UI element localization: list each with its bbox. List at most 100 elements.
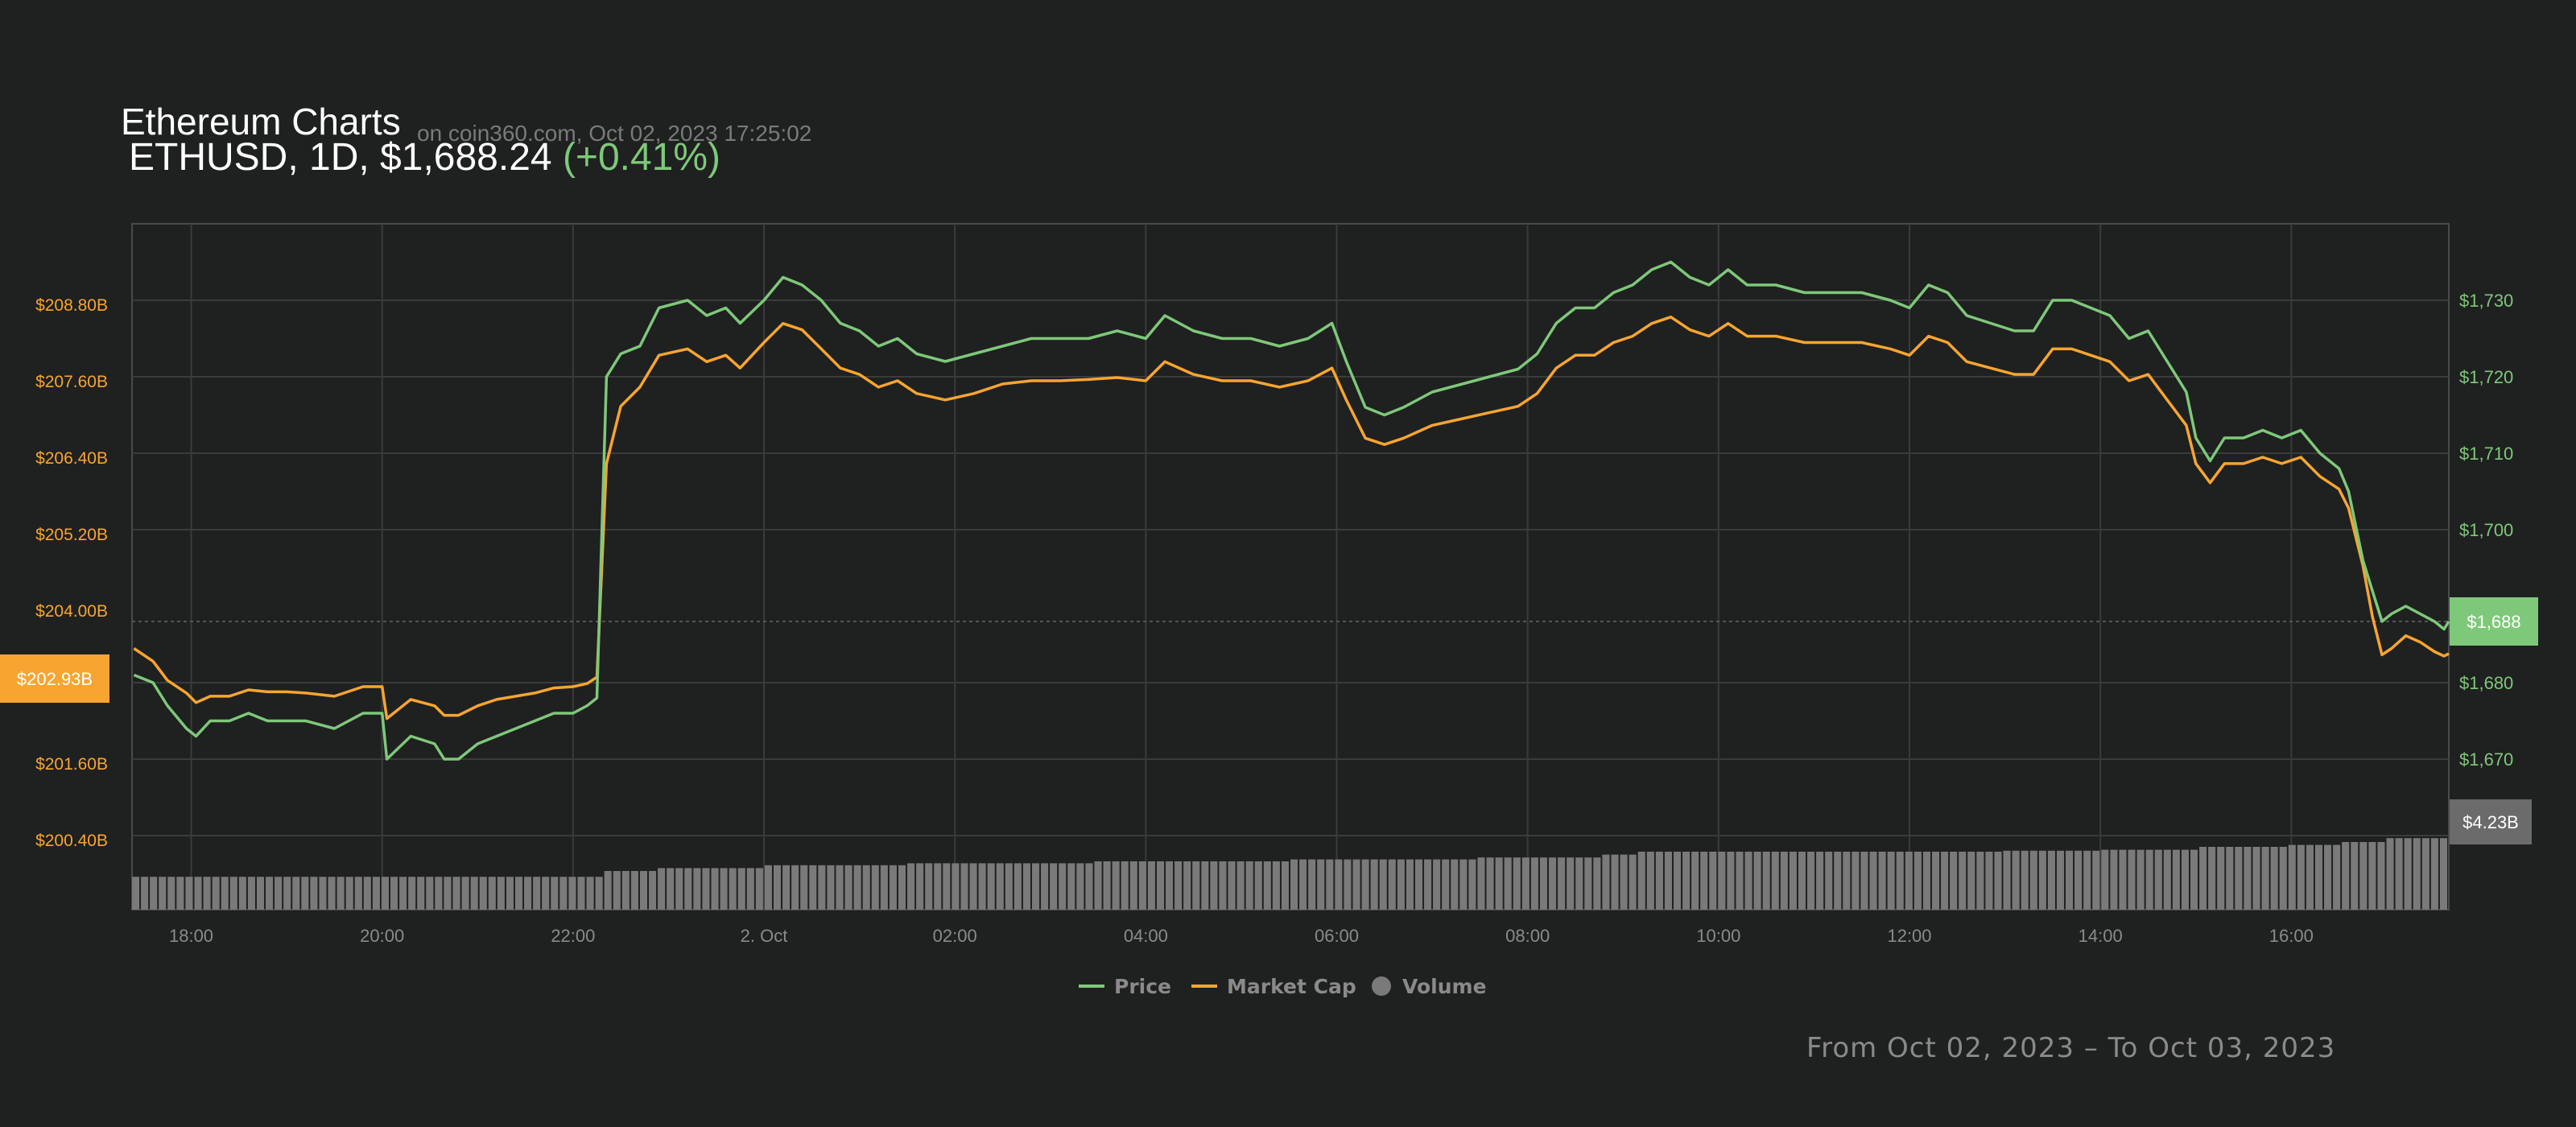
volume-current-badge (2450, 799, 2532, 844)
volume-bar (1771, 852, 1779, 910)
volume-bar (328, 877, 336, 910)
volume-bar (2047, 850, 2055, 910)
volume-bar (1451, 859, 1459, 910)
volume-bar (1664, 852, 1672, 910)
volume-bar (2092, 850, 2100, 910)
volume-bar (782, 865, 791, 910)
market-cap-current-label: $202.93B (17, 669, 93, 689)
volume-bar (2021, 850, 2029, 910)
volume-bar (791, 865, 799, 910)
volume-bar (2386, 838, 2394, 910)
volume-bar (2199, 847, 2207, 910)
volume-bar (1798, 852, 1806, 910)
volume-bar (292, 877, 300, 910)
volume-bar (408, 877, 416, 910)
volume-bar (1852, 852, 1860, 910)
volume-bar (150, 877, 158, 910)
volume-bar (1326, 859, 1334, 910)
volume-bar (372, 877, 380, 910)
volume-bar (667, 868, 675, 910)
volume-bar (444, 877, 452, 910)
y-right-tick-label: $1,720 (2459, 367, 2513, 387)
volume-bar (319, 877, 327, 910)
volume-bar (773, 865, 782, 910)
volume-bar (1335, 859, 1343, 910)
volume-bar (1807, 852, 1815, 910)
y-left-tick-label: $208.80B (35, 296, 108, 315)
volume-bar (2413, 838, 2421, 910)
volume-bar (898, 865, 906, 910)
volume-bar (2029, 850, 2037, 910)
volume-bar (684, 868, 692, 910)
volume-bar (1682, 852, 1690, 910)
volume-bar (1067, 863, 1075, 910)
legend-marker (1372, 976, 1391, 996)
volume-bar (934, 863, 942, 910)
volume-bar (238, 877, 246, 910)
volume-bar (2314, 844, 2323, 910)
volume-bar (1825, 852, 1833, 910)
volume-bar (497, 877, 505, 910)
volume-bar (1344, 859, 1352, 910)
volume-bar (1192, 861, 1200, 910)
volume-bar (283, 877, 291, 910)
volume-bar (470, 877, 478, 910)
volume-bar (1281, 861, 1289, 910)
volume-bar (1611, 854, 1619, 910)
volume-bar (1085, 863, 1093, 910)
volume-bar (203, 877, 211, 910)
volume-bar (827, 865, 835, 910)
x-tick-label: 06:00 (1315, 926, 1359, 946)
volume-bar (1147, 861, 1155, 910)
x-tick-label: 2. Oct (741, 926, 788, 946)
volume-bar (889, 865, 897, 910)
volume-bar (1468, 859, 1476, 910)
volume-bar (229, 877, 237, 910)
x-tick-label: 20:00 (360, 926, 404, 946)
volume-bar (1424, 859, 1432, 910)
volume-bar (2190, 849, 2198, 910)
volume-bar (363, 877, 371, 910)
y-left-tick-label: $200.40B (35, 832, 108, 850)
volume-bar (907, 863, 915, 910)
volume-bar (1709, 852, 1717, 910)
price-change: (+0.41%) (562, 136, 721, 179)
volume-bar (1317, 859, 1325, 910)
volume-bar (310, 877, 318, 910)
volume-bar (2297, 844, 2305, 910)
volume-bar (729, 868, 737, 910)
chart-source: on coin360.com, Oct 02, 2023 17:25:02 (417, 121, 812, 146)
volume-bar (2181, 849, 2189, 910)
volume-bar (1655, 852, 1663, 910)
volume-bar (871, 865, 879, 910)
volume-bar (2404, 838, 2412, 910)
y-left-tick-label: $205.20B (35, 526, 108, 544)
volume-bar (1887, 852, 1895, 910)
volume-bar (1994, 852, 2002, 910)
x-tick-label: 18:00 (169, 926, 213, 946)
volume-bar (426, 877, 434, 910)
volume-bar (1121, 861, 1129, 910)
volume-bar (1094, 861, 1102, 910)
volume-bar (862, 865, 870, 910)
volume-bar (2056, 850, 2065, 910)
volume-bar (1129, 861, 1137, 910)
volume-bar (2208, 847, 2216, 910)
volume-bar (167, 877, 175, 910)
volume-bar (1602, 854, 1610, 910)
volume-bar (2261, 847, 2269, 910)
volume-bar (185, 877, 193, 910)
volume-bar (2244, 847, 2252, 910)
volume-bar (1290, 859, 1298, 910)
volume-bar (1103, 861, 1111, 910)
volume-bar (1878, 852, 1886, 910)
volume-bar (514, 877, 523, 910)
volume-bar (336, 877, 345, 910)
volume-bar (711, 868, 719, 910)
volume-bar (1931, 852, 1940, 910)
volume-bar (390, 877, 398, 910)
volume-bar (1843, 852, 1851, 910)
volume-bar (943, 863, 951, 910)
volume-bar (1513, 857, 1521, 910)
